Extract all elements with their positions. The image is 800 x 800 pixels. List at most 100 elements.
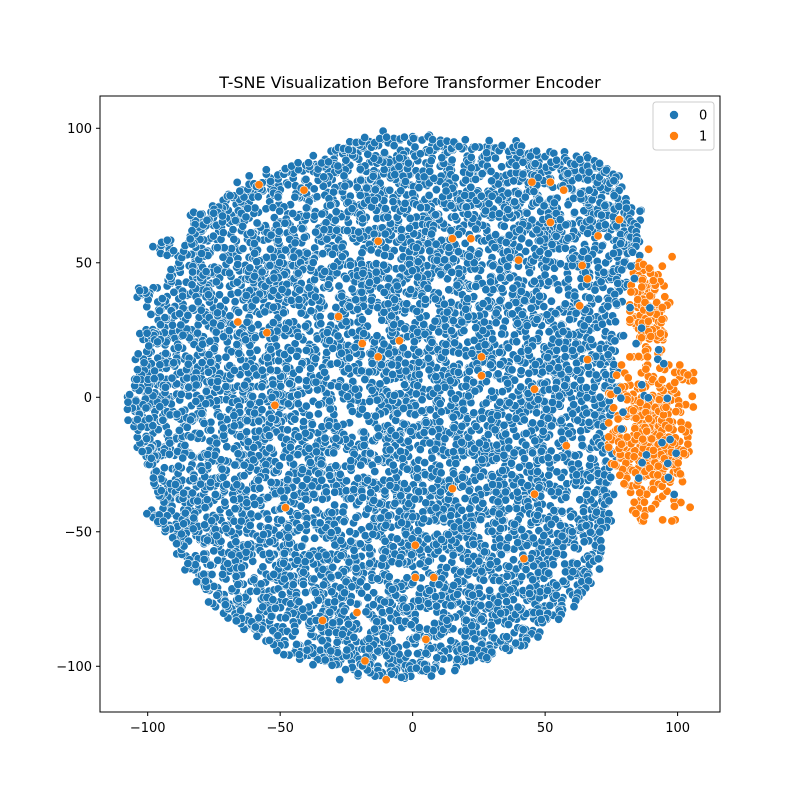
point-class-0 (497, 465, 507, 475)
point-class-0 (544, 470, 554, 480)
point-class-0 (349, 632, 359, 642)
point-class-0 (420, 458, 430, 468)
points-layer (123, 126, 698, 685)
point-class-0 (236, 516, 246, 526)
point-class-0 (467, 348, 477, 358)
point-class-0 (427, 484, 437, 494)
point-class-0 (230, 460, 240, 470)
point-class-0 (333, 331, 343, 341)
point-class-0 (506, 458, 516, 468)
point-class-0 (412, 464, 422, 474)
point-class-0 (245, 348, 255, 358)
point-class-0 (494, 347, 504, 357)
point-class-0 (530, 436, 540, 446)
point-class-0 (371, 259, 381, 269)
point-class-0 (446, 601, 456, 611)
point-class-0 (546, 296, 556, 306)
point-class-0 (379, 165, 389, 175)
point-class-0 (429, 618, 439, 628)
point-class-0 (293, 399, 303, 409)
point-class-0 (499, 221, 509, 231)
point-class-0 (212, 438, 222, 448)
point-class-0 (347, 327, 357, 337)
point-class-0 (359, 427, 369, 437)
point-class-0 (481, 398, 491, 408)
point-class-0 (563, 274, 573, 284)
point-class-0 (365, 558, 375, 568)
point-class-0 (490, 153, 500, 163)
point-class-0 (334, 281, 344, 291)
point-class-0 (164, 449, 174, 459)
point-class-0 (310, 533, 320, 543)
point-class-0 (495, 359, 505, 369)
point-class-0 (569, 543, 579, 553)
point-class-0 (414, 183, 424, 193)
point-class-0 (406, 550, 416, 560)
point-class-0 (572, 365, 582, 375)
point-class-0 (555, 259, 565, 269)
point-class-0 (409, 337, 419, 347)
point-class-0 (486, 620, 496, 630)
point-class-0 (318, 249, 328, 259)
point-class-0 (276, 381, 286, 391)
point-class-0 (509, 176, 519, 186)
point-class-0 (311, 505, 321, 515)
point-class-0 (340, 181, 350, 191)
point-class-0 (457, 505, 467, 515)
point-class-0 (341, 274, 351, 284)
point-class-0 (225, 311, 235, 321)
point-class-0 (494, 576, 504, 586)
point-class-0 (193, 328, 203, 338)
point-class-0 (450, 338, 460, 348)
point-class-0 (577, 440, 587, 450)
point-class-0 (516, 382, 526, 392)
point-class-0 (560, 559, 570, 569)
point-class-0 (364, 367, 374, 377)
point-class-0 (283, 425, 293, 435)
point-class-0 (159, 463, 169, 473)
point-class-0 (388, 197, 398, 207)
point-class-0 (521, 440, 531, 450)
point-class-0 (368, 600, 378, 610)
point-class-0 (324, 628, 334, 638)
point-class-0 (505, 273, 515, 283)
point-class-0 (297, 224, 307, 234)
point-class-0 (529, 276, 539, 286)
point-class-0 (497, 162, 507, 172)
point-class-0 (485, 585, 495, 595)
point-class-0 (208, 231, 218, 241)
point-class-0 (563, 233, 573, 243)
point-class-0 (586, 453, 596, 463)
point-class-0 (230, 504, 240, 514)
point-class-0 (296, 308, 306, 318)
point-class-0 (293, 331, 303, 341)
point-class-0 (238, 244, 248, 254)
point-class-0 (549, 505, 559, 515)
point-class-0 (377, 315, 387, 325)
point-class-0 (182, 422, 192, 432)
point-class-0 (521, 246, 531, 256)
point-class-0 (301, 587, 311, 597)
point-class-0 (290, 192, 300, 202)
point-class-0 (512, 487, 522, 497)
point-class-0 (219, 430, 229, 440)
point-class-0 (199, 418, 209, 428)
point-class-0 (234, 348, 244, 358)
point-class-0 (326, 381, 336, 391)
point-class-0 (328, 343, 338, 353)
point-class-0 (209, 546, 219, 556)
chart-title: T-SNE Visualization Before Transformer E… (218, 73, 601, 92)
point-class-0 (386, 311, 396, 321)
point-class-0 (469, 335, 479, 345)
point-class-0 (423, 239, 433, 249)
point-class-0 (479, 628, 489, 638)
point-class-0 (314, 551, 324, 561)
point-class-0 (569, 400, 579, 410)
point-class-0 (503, 619, 513, 629)
point-class-0 (411, 389, 421, 399)
point-class-0 (435, 417, 445, 427)
point-class-0 (476, 514, 486, 524)
point-class-0 (207, 569, 217, 579)
point-class-0 (544, 327, 554, 337)
